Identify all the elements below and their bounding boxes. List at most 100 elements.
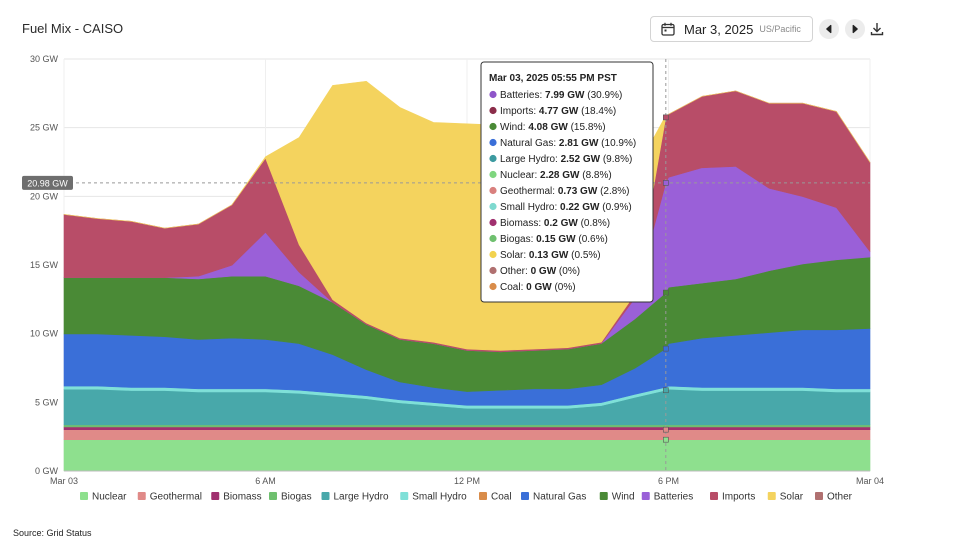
hover-marker <box>663 436 669 443</box>
tooltip-swatch <box>489 234 497 243</box>
tooltip-series-name: Solar: <box>500 250 529 261</box>
tooltip-series-name: Small Hydro: <box>500 202 560 213</box>
tooltip-row: Imports: 4.77 GW (18.4%) <box>500 106 616 117</box>
tooltip-row: Small Hydro: 0.22 GW (0.9%) <box>500 202 632 213</box>
timezone-label: US/Pacific <box>759 24 801 34</box>
tooltip-series-pct: (18.4%) <box>581 106 616 117</box>
tooltip-series-pct: (15.8%) <box>571 122 606 133</box>
y-tick-label: 5 GW <box>35 397 59 407</box>
tooltip-row: Biomass: 0.2 GW (0.8%) <box>500 218 610 229</box>
legend-swatch <box>269 492 277 500</box>
legend-item: Natural Gas <box>533 492 586 503</box>
tooltip-series-pct: (30.9%) <box>587 90 622 101</box>
tooltip-swatch <box>489 154 497 163</box>
download-icon[interactable] <box>870 21 884 37</box>
hover-marker <box>663 114 669 121</box>
tooltip-series-pct: (10.9%) <box>601 138 636 149</box>
tooltip-series-pct: (0.9%) <box>602 202 631 213</box>
x-tick-label: Mar 04 <box>856 476 884 486</box>
tooltip-series-value: 0.15 GW <box>536 234 578 245</box>
tooltip-series-name: Natural Gas: <box>500 138 559 149</box>
chevron-left-icon <box>826 24 832 34</box>
tooltip-row: Nuclear: 2.28 GW (8.8%) <box>500 170 612 181</box>
legend-item: Large Hydro <box>334 492 389 503</box>
tooltip-row: Geothermal: 0.73 GW (2.8%) <box>500 186 630 197</box>
legend-item: Batteries <box>654 492 693 503</box>
legend-item: Biogas <box>281 492 312 503</box>
date-picker[interactable]: Mar 3, 2025 US/Pacific <box>650 16 813 42</box>
legend-swatch <box>521 492 529 500</box>
y-tick-label: 25 GW <box>30 123 59 133</box>
x-tick-label: 12 PM <box>454 476 480 486</box>
legend-item: Wind <box>612 492 635 503</box>
legend-swatch <box>767 492 776 500</box>
tooltip-row: Batteries: 7.99 GW (30.9%) <box>500 90 622 101</box>
legend-item: Other <box>827 492 853 503</box>
hover-marker <box>663 426 669 433</box>
legend-swatch <box>479 492 487 500</box>
hover-marker <box>663 345 669 352</box>
tooltip-swatch <box>489 250 497 259</box>
legend-item: Solar <box>780 492 804 503</box>
tooltip-swatch <box>489 218 497 227</box>
tooltip-swatch <box>489 106 497 115</box>
tooltip-swatch <box>489 122 497 131</box>
y-tick-label: 0 GW <box>35 466 59 476</box>
tooltip-series-name: Biomass: <box>500 218 544 229</box>
x-tick-label: 6 AM <box>255 476 276 486</box>
tooltip-series-value: 2.81 GW <box>559 138 601 149</box>
tooltip-series-value: 4.08 GW <box>528 122 570 133</box>
tooltip-series-pct: (0%) <box>554 282 575 293</box>
legend-swatch <box>137 492 146 500</box>
tooltip-swatch <box>489 138 497 147</box>
source-note: Source: Grid Status <box>13 528 92 538</box>
legend-swatch <box>710 492 718 500</box>
next-day-button[interactable] <box>845 19 865 39</box>
tooltip-row: Solar: 0.13 GW (0.5%) <box>500 250 601 261</box>
tooltip-series-name: Other: <box>500 266 531 277</box>
legend-item: Small Hydro <box>412 492 467 503</box>
tooltip-series-name: Batteries: <box>500 90 545 101</box>
tooltip-swatch <box>489 266 497 275</box>
tooltip-swatch <box>489 282 497 291</box>
hover-marker <box>663 387 669 394</box>
legend-swatch <box>211 492 220 500</box>
hover-marker <box>663 289 669 296</box>
tooltip <box>480 61 654 303</box>
chart-title: Fuel Mix - CAISO <box>22 21 124 36</box>
tooltip-series-value: 0.2 GW <box>544 218 581 229</box>
crosshair-value: 20.98 GW <box>27 178 68 188</box>
area-geothermal[interactable] <box>63 429 871 440</box>
area-biomass[interactable] <box>63 426 871 430</box>
tooltip-series-pct: (0.6%) <box>578 234 607 245</box>
tooltip-series-name: Geothermal: <box>500 186 558 197</box>
tooltip-row: Coal: 0 GW (0%) <box>500 282 576 293</box>
legend-swatch <box>599 492 608 500</box>
calendar-icon <box>661 22 675 36</box>
tooltip-row: Natural Gas: 2.81 GW (10.9%) <box>500 138 636 149</box>
area-solar[interactable] <box>63 80 871 351</box>
tooltip-title: Mar 03, 2025 05:55 PM PST <box>489 73 617 84</box>
tooltip-series-pct: (0%) <box>559 266 580 277</box>
tooltip-series-value: 4.77 GW <box>539 106 581 117</box>
tooltip-swatch <box>489 90 497 99</box>
tooltip-series-pct: (8.8%) <box>582 170 611 181</box>
x-tick-label: 6 PM <box>658 476 679 486</box>
area-biogas[interactable] <box>63 424 871 428</box>
y-tick-label: 30 GW <box>30 54 59 64</box>
legend-item: Imports <box>722 492 755 503</box>
previous-day-button[interactable] <box>819 19 839 39</box>
tooltip-row: Other: 0 GW (0%) <box>500 266 580 277</box>
selected-date: Mar 3, 2025 <box>684 21 754 37</box>
y-tick-label: 20 GW <box>30 191 59 201</box>
tooltip-series-name: Large Hydro: <box>500 154 561 165</box>
tooltip-series-pct: (0.5%) <box>571 250 600 261</box>
y-tick-label: 15 GW <box>30 260 59 270</box>
hover-marker <box>663 180 669 186</box>
tooltip-row: Wind: 4.08 GW (15.8%) <box>500 122 606 133</box>
tooltip-series-value: 0.22 GW <box>560 202 602 213</box>
tooltip-row: Large Hydro: 2.52 GW (9.8%) <box>500 154 632 165</box>
legend-swatch <box>400 492 409 500</box>
area-nuclear[interactable] <box>63 439 871 472</box>
